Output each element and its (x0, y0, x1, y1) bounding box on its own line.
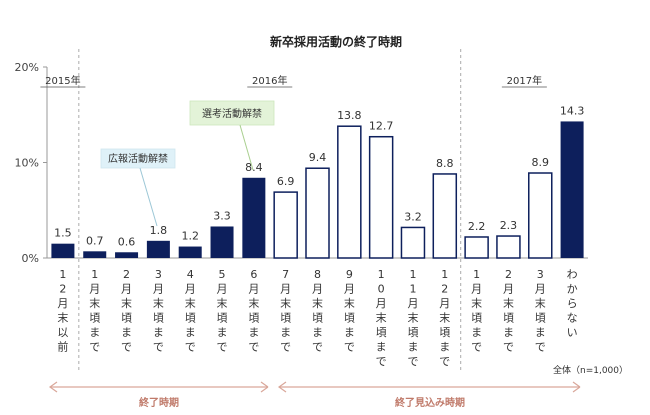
category-label: 8 月末頃まで (312, 268, 323, 354)
bar (305, 167, 330, 259)
category-label: 1 月末頃まで (471, 268, 482, 354)
category-label: 3 月末頃まで (153, 268, 164, 354)
data-label: 8.9 (532, 156, 550, 169)
callouts: 広報活動解禁 選考活動解禁 (100, 100, 275, 227)
arrow-head-right (572, 381, 581, 393)
bar (464, 236, 489, 259)
period-arrows: 終了時期 終了見込み時期 (48, 381, 581, 409)
category-label: 4 月末頃まで (185, 268, 196, 354)
bar (337, 125, 362, 259)
callout-box (100, 148, 176, 169)
sample-note: 全体（n=1,000） (553, 364, 628, 376)
year-label: 2015年 (45, 74, 80, 87)
data-label: 1.2 (181, 230, 199, 243)
bars: 1.5 0.7 0.6 1.8 1.2 3.3 8.4 6.9 9.4 13.8 12.7 3.2 8.… (51, 104, 585, 259)
arrow-head-right (260, 381, 269, 393)
data-label: 2.3 (500, 219, 518, 232)
period-label: 終了時期 (139, 396, 179, 409)
callout-text: 広報活動解禁 (108, 152, 168, 165)
year-label: 2017年 (507, 74, 542, 87)
y-tick-label: 10% (15, 157, 39, 170)
callout-pointer (139, 167, 158, 227)
category-label: 2 月末頃まで (121, 268, 132, 354)
category-label: わからない (567, 268, 578, 339)
category-label: 1 月末頃まで (89, 268, 100, 354)
y-tick-label: 0% (22, 252, 39, 265)
data-label: 12.7 (369, 120, 394, 133)
bar (210, 226, 234, 258)
data-label: 1.8 (150, 224, 168, 237)
callout-pointer (239, 124, 254, 171)
year-label: 2016年 (252, 74, 287, 87)
bar (368, 135, 394, 259)
bar (242, 177, 266, 258)
bar (51, 243, 75, 258)
callout-box (189, 100, 275, 126)
bar (400, 226, 426, 259)
data-label: 14.3 (560, 104, 585, 117)
bar (432, 173, 458, 259)
category-label: 3 月末頃まで (535, 268, 546, 354)
callout-text: 選考活動解禁 (202, 107, 262, 120)
arrow-head-left (48, 381, 58, 393)
chart-title: 新卒採用活動の終了時期 (270, 34, 402, 49)
bar (528, 172, 553, 259)
bar (178, 246, 202, 258)
bar (496, 235, 521, 259)
data-label: 9.4 (309, 151, 327, 164)
arrow-head-left (277, 381, 287, 393)
category-label: 1 1 月末頃まで (407, 268, 418, 368)
callout-senko: 選考活動解禁 (189, 100, 275, 171)
data-label: 8.4 (245, 161, 263, 174)
bar (560, 121, 584, 258)
y-tick-label: 20% (15, 61, 39, 74)
category-label: 9 月末頃まで (344, 268, 355, 354)
bar (273, 191, 298, 259)
data-label: 2.2 (468, 220, 486, 233)
bar (146, 240, 170, 258)
bar (83, 251, 107, 258)
callout-koho: 広報活動解禁 (100, 148, 176, 227)
category-label: 1 2 月末頃まで (439, 268, 450, 368)
data-label: 3.2 (404, 210, 422, 223)
category-label: 1 2 月末以前 (57, 268, 68, 354)
arrow-expected-period (277, 381, 581, 393)
bar (115, 252, 139, 258)
category-labels: 1 2 月末以前 1 月末頃まで 2 月末頃まで 3 月末頃まで 4 月末頃まで 5 月末頃まで 6 月末頃… (57, 268, 577, 368)
data-label: 0.7 (86, 234, 104, 247)
category-label: 1 0 月末頃まで (376, 268, 387, 368)
year-labels: 2015年 2016年 2017年 (40, 74, 547, 88)
data-label: 8.8 (436, 157, 454, 170)
category-label: 6 月末頃まで (248, 268, 259, 354)
data-label: 0.6 (118, 235, 136, 248)
arrow-end-period (48, 381, 269, 393)
data-label: 3.3 (213, 209, 231, 222)
category-label: 5 月末頃まで (217, 268, 228, 354)
data-label: 13.8 (337, 109, 362, 122)
data-label: 6.9 (277, 175, 295, 188)
category-label: 2 月末頃まで (503, 268, 514, 354)
period-label: 終了見込み時期 (395, 396, 465, 409)
data-label: 1.5 (54, 227, 72, 240)
category-label: 7 月末頃まで (280, 268, 291, 354)
